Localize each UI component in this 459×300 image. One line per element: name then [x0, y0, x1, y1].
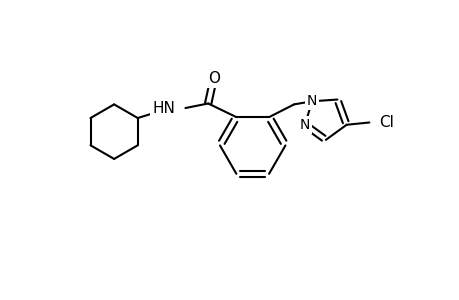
Text: O: O — [207, 71, 219, 86]
Text: N: N — [306, 94, 316, 108]
Text: HN: HN — [152, 100, 175, 116]
Text: Cl: Cl — [379, 115, 393, 130]
Text: N: N — [299, 118, 310, 132]
